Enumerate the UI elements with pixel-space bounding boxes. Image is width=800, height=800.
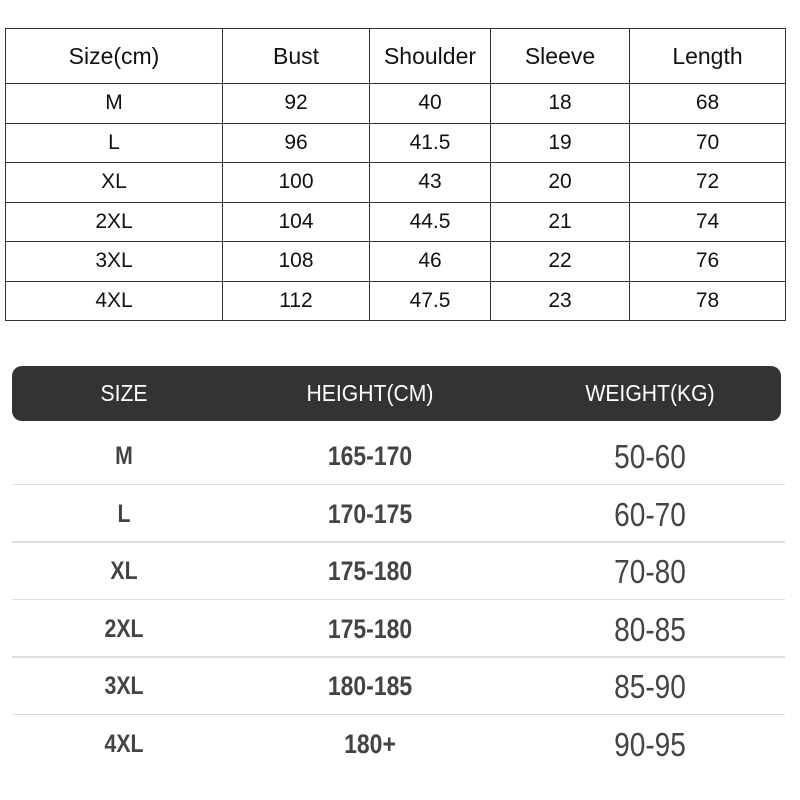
table-cell: 72	[629, 162, 786, 203]
table-cell: 108	[222, 241, 370, 282]
table-cell: 3XL	[104, 672, 144, 700]
table-row: 3XL 108 46 22 76	[5, 241, 786, 282]
table-cell: M	[115, 442, 133, 470]
fit-table-header: SIZE HEIGHT(CM) WEIGHT(KG)	[12, 366, 781, 421]
table-cell: 46	[369, 241, 491, 282]
table-cell: 80-85	[614, 610, 686, 648]
table-cell: 23	[490, 280, 630, 321]
table-cell: 4XL	[104, 729, 144, 758]
column-header: WEIGHT(KG)	[585, 380, 715, 406]
table-cell: L	[117, 499, 131, 528]
table-cell: 70	[629, 122, 786, 163]
table-cell: 100	[222, 162, 370, 203]
table-cell: 41.5	[369, 122, 491, 163]
table-cell: 180+	[344, 728, 396, 759]
table-row: L 96 41.5 19 70	[5, 122, 786, 163]
column-header: Bust	[222, 28, 370, 84]
column-header: Length	[629, 28, 786, 84]
table-cell: XL	[110, 557, 138, 585]
table-cell: 104	[222, 201, 370, 242]
table-cell: 90-95	[614, 725, 686, 763]
table-cell: 50-60	[614, 438, 686, 475]
table-cell: L	[5, 122, 223, 163]
measurement-table: Size(cm) Bust Shoulder Sleeve Length M 92 40 18 6…	[5, 28, 786, 321]
row-divider	[12, 483, 785, 485]
table-cell: 175-180	[327, 556, 413, 586]
table-cell: 43	[369, 162, 491, 203]
table-cell: M	[5, 83, 223, 124]
table-row: M 165-170 50-60	[12, 428, 785, 485]
table-row: 2XL 104 44.5 21 74	[5, 201, 786, 242]
table-cell: 40	[369, 83, 491, 124]
row-divider	[12, 541, 785, 543]
table-row: XL 100 43 20 72	[5, 162, 786, 203]
table-cell: 20	[490, 162, 630, 203]
row-divider	[12, 713, 785, 715]
table-row: 3XL 180-185 85-90	[12, 658, 785, 715]
table-cell: 85-90	[614, 668, 686, 705]
header-row: Size(cm) Bust Shoulder Sleeve Length	[5, 28, 786, 84]
column-header: Shoulder	[369, 28, 491, 84]
table-cell: 78	[629, 280, 786, 321]
table-cell: 74	[629, 201, 786, 242]
column-header: Size(cm)	[5, 28, 223, 84]
table-cell: 22	[490, 241, 630, 282]
table-cell: 4XL	[5, 280, 223, 321]
table-cell: 21	[490, 201, 630, 242]
table-row: 4XL 180+ 90-95	[12, 716, 785, 773]
table-cell: 175-180	[327, 613, 413, 644]
table-cell: 170-175	[327, 498, 413, 529]
table-cell: 2XL	[5, 201, 223, 242]
table-cell: 60-70	[614, 495, 686, 533]
table-cell: 44.5	[369, 201, 491, 242]
table-row: XL 175-180 70-80	[12, 543, 785, 600]
table-row: M 92 40 18 68	[5, 83, 786, 124]
table-cell: 76	[629, 241, 786, 282]
table-row: 4XL 112 47.5 23 78	[5, 280, 786, 321]
table-cell: 2XL	[104, 614, 144, 643]
table-row: 2XL 175-180 80-85	[12, 601, 785, 658]
table-cell: 47.5	[369, 280, 491, 321]
table-cell: 18	[490, 83, 630, 124]
column-header: SIZE	[100, 380, 148, 406]
table-cell: 70-80	[614, 553, 686, 590]
table-cell: XL	[5, 162, 223, 203]
table-cell: 92	[222, 83, 370, 124]
table-cell: 165-170	[327, 441, 413, 471]
column-header: Sleeve	[490, 28, 630, 84]
table-cell: 96	[222, 122, 370, 163]
table-cell: 180-185	[327, 671, 413, 701]
column-header: HEIGHT(CM)	[306, 380, 434, 406]
table-cell: 68	[629, 83, 786, 124]
table-cell: 112	[222, 280, 370, 321]
table-cell: 19	[490, 122, 630, 163]
table-cell: 3XL	[5, 241, 223, 282]
row-divider	[12, 598, 785, 600]
table-row: L 170-175 60-70	[12, 486, 785, 543]
row-divider	[12, 656, 785, 658]
